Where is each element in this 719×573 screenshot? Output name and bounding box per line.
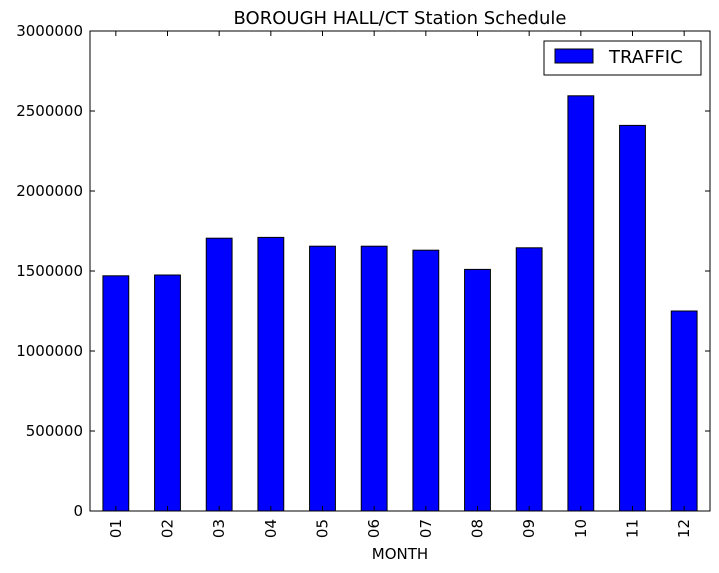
y-tick-label: 2500000 [16,102,83,120]
bar-03 [205,237,233,512]
bar-02 [154,274,181,512]
bar-11 [619,124,646,512]
bar-12 [670,310,698,512]
bar-09 [515,247,543,512]
y-axis: 0 500000 1000000 1500000 2000000 2500000 30000… [16,22,710,520]
legend-label: TRAFFIC [608,47,683,68]
bar-06 [360,245,388,512]
legend-swatch [554,48,594,64]
y-tick-label: 1000000 [16,342,83,360]
bars-group [102,95,698,512]
x-tick-label-01: 01 [107,519,125,538]
x-tick-label-12: 12 [675,519,693,538]
x-tick-label-11: 11 [624,519,642,538]
legend-box [543,40,702,76]
bar-08 [464,268,491,512]
legend: TRAFFIC [543,40,702,76]
x-tick-label-02: 02 [159,519,177,538]
bar-01 [102,275,130,512]
y-tick-label: 0 [73,502,83,520]
bar-07 [412,249,440,512]
x-tick-label-06: 06 [365,519,383,538]
x-axis: 01 02 03 04 05 06 07 08 09 10 11 12 [107,31,693,538]
bar-04 [257,236,285,512]
y-tick-label: 3000000 [16,22,83,40]
bar-10 [567,95,595,512]
x-tick-label-08: 08 [469,519,487,538]
x-tick-label-10: 10 [572,519,590,538]
bar-05 [309,245,336,512]
y-tick-label: 500000 [26,422,83,440]
plot-area [89,30,711,512]
x-tick-label-05: 05 [314,519,332,538]
x-tick-label-09: 09 [520,519,538,538]
x-tick-label-04: 04 [262,519,280,538]
x-axis-label: MONTH [372,545,428,563]
chart-title: BOROUGH HALL/CT Station Schedule [234,8,567,29]
y-tick-label: 1500000 [16,262,83,280]
x-tick-label-03: 03 [210,519,228,538]
x-tick-label-07: 07 [417,519,435,538]
y-tick-label: 2000000 [16,182,83,200]
